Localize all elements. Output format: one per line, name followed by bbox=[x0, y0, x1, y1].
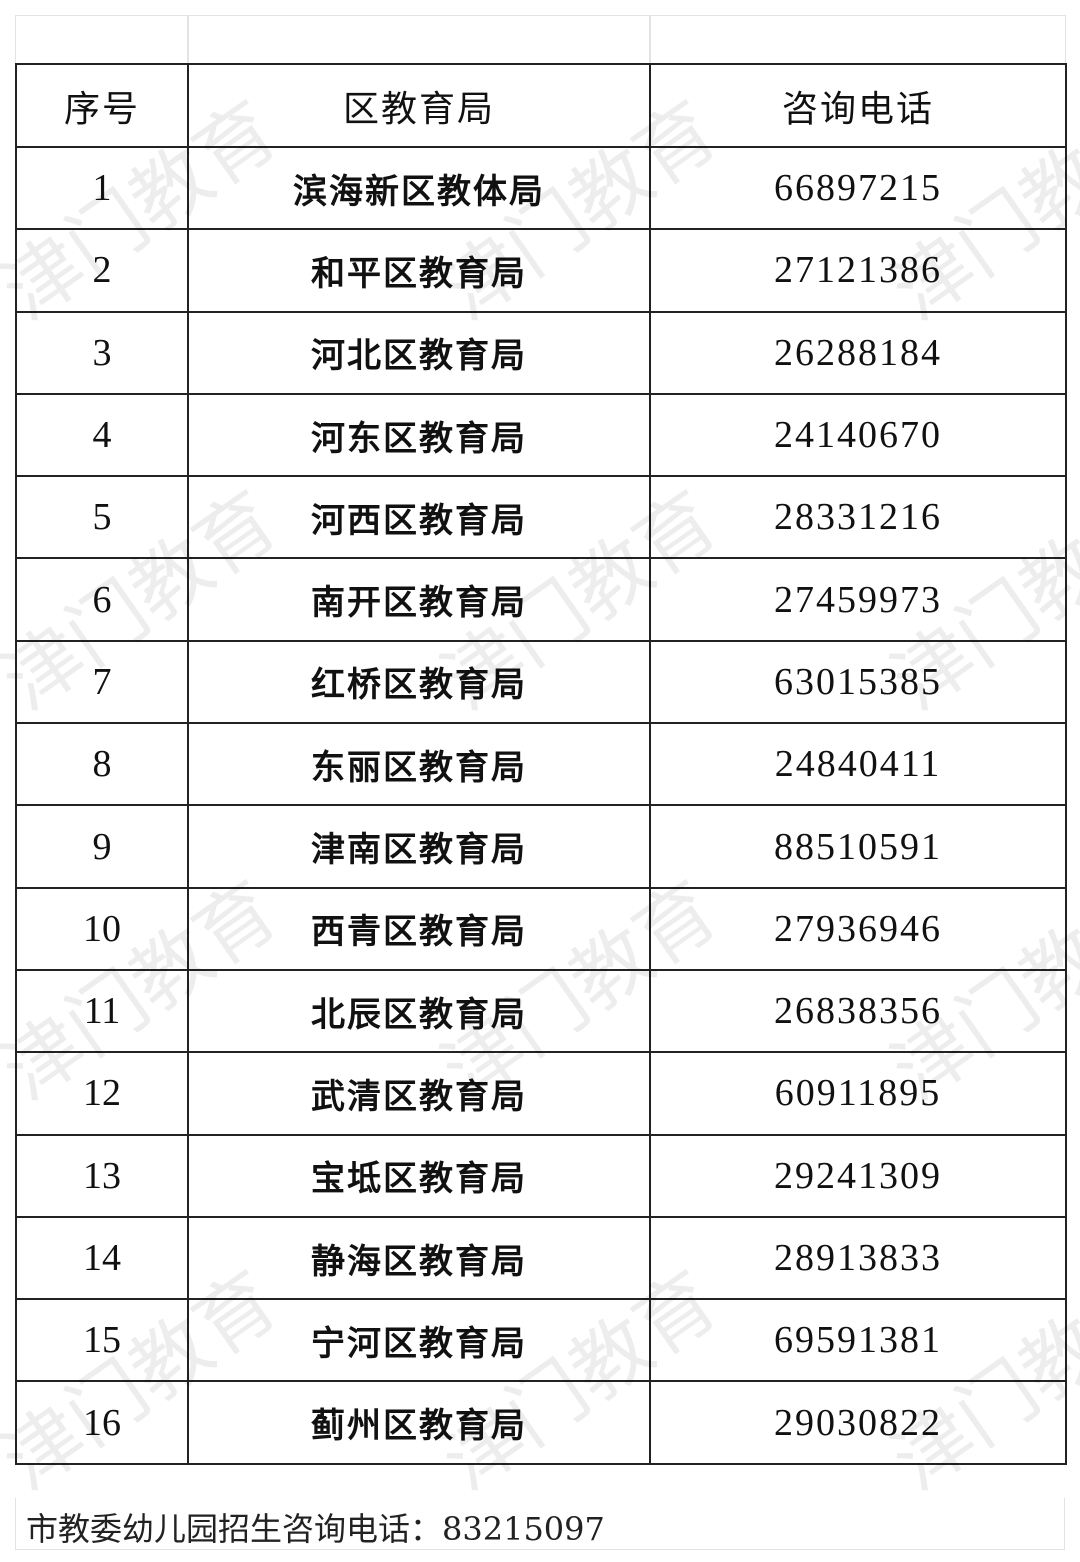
table-row: 8 东丽区教育局 24840411 bbox=[15, 722, 1067, 807]
phone-number: 28913833 bbox=[649, 1215, 1067, 1301]
table-row: 10 西青区教育局 27936946 bbox=[15, 886, 1067, 971]
row-number: 3 bbox=[15, 310, 189, 395]
table-row: 4 河东区教育局 24140670 bbox=[15, 392, 1067, 478]
phone-number: 88510591 bbox=[649, 804, 1067, 889]
phone-number: 24140670 bbox=[649, 392, 1067, 478]
table-row: 14 静海区教育局 28913833 bbox=[15, 1215, 1067, 1301]
row-number: 12 bbox=[15, 1051, 189, 1136]
bureau-name: 蓟州区教育局 bbox=[187, 1380, 651, 1465]
footer-text: 市教委幼儿园招生咨询电话：83215097 bbox=[26, 1510, 605, 1548]
phone-number: 29030822 bbox=[649, 1380, 1067, 1465]
bureau-name: 静海区教育局 bbox=[187, 1215, 651, 1301]
row-number: 2 bbox=[15, 228, 189, 313]
empty-top-cell bbox=[15, 15, 189, 65]
phone-number: 29241309 bbox=[649, 1133, 1067, 1218]
empty-top-cell bbox=[649, 15, 1066, 65]
phone-number: 28331216 bbox=[649, 475, 1067, 560]
bureau-name: 西青区教育局 bbox=[187, 886, 651, 971]
bureau-name: 北辰区教育局 bbox=[187, 968, 651, 1054]
row-number: 15 bbox=[15, 1298, 189, 1383]
row-number: 1 bbox=[15, 145, 189, 231]
bureau-name: 宁河区教育局 bbox=[187, 1298, 651, 1383]
row-number: 11 bbox=[15, 968, 189, 1054]
footer-note: 市教委幼儿园招生咨询电话：83215097 bbox=[15, 1498, 1065, 1550]
phone-number: 26288184 bbox=[649, 310, 1067, 395]
bureau-name: 河西区教育局 bbox=[187, 475, 651, 560]
table-row: 6 南开区教育局 27459973 bbox=[15, 557, 1067, 642]
table-row: 7 红桥区教育局 63015385 bbox=[15, 639, 1067, 725]
row-number: 4 bbox=[15, 392, 189, 478]
table-row: 16 蓟州区教育局 29030822 bbox=[15, 1380, 1067, 1465]
bureau-name: 滨海新区教体局 bbox=[187, 145, 651, 231]
table-row: 13 宝坻区教育局 29241309 bbox=[15, 1133, 1067, 1218]
row-number: 14 bbox=[15, 1215, 189, 1301]
bureau-name: 津南区教育局 bbox=[187, 804, 651, 889]
table-row: 11 北辰区教育局 26838356 bbox=[15, 968, 1067, 1054]
bureau-name: 和平区教育局 bbox=[187, 228, 651, 313]
header-bureau: 区教育局 bbox=[187, 63, 651, 148]
header-row: 序号 区教育局 咨询电话 bbox=[15, 63, 1067, 148]
row-number: 13 bbox=[15, 1133, 189, 1218]
table-row: 5 河西区教育局 28331216 bbox=[15, 475, 1067, 560]
row-number: 10 bbox=[15, 886, 189, 971]
phone-number: 63015385 bbox=[649, 639, 1067, 725]
bureau-name: 红桥区教育局 bbox=[187, 639, 651, 725]
header-no: 序号 bbox=[15, 63, 189, 148]
contact-table: 序号 区教育局 咨询电话 1 滨海新区教体局 66897215 2 和平区教育局 2712… bbox=[15, 63, 1067, 1465]
row-number: 7 bbox=[15, 639, 189, 725]
row-number: 16 bbox=[15, 1380, 189, 1465]
phone-number: 66897215 bbox=[649, 145, 1067, 231]
row-number: 8 bbox=[15, 722, 189, 807]
row-number: 6 bbox=[15, 557, 189, 642]
bureau-name: 武清区教育局 bbox=[187, 1051, 651, 1136]
table-row: 9 津南区教育局 88510591 bbox=[15, 804, 1067, 889]
phone-number: 24840411 bbox=[649, 722, 1067, 807]
bureau-name: 河北区教育局 bbox=[187, 310, 651, 395]
table-row: 3 河北区教育局 26288184 bbox=[15, 310, 1067, 395]
row-number: 9 bbox=[15, 804, 189, 889]
bureau-name: 宝坻区教育局 bbox=[187, 1133, 651, 1218]
phone-number: 60911895 bbox=[649, 1051, 1067, 1136]
bureau-name: 南开区教育局 bbox=[187, 557, 651, 642]
phone-number: 27936946 bbox=[649, 886, 1067, 971]
bureau-name: 东丽区教育局 bbox=[187, 722, 651, 807]
phone-number: 26838356 bbox=[649, 968, 1067, 1054]
table-row: 15 宁河区教育局 69591381 bbox=[15, 1298, 1067, 1383]
empty-top-cell bbox=[187, 15, 651, 65]
header-phone: 咨询电话 bbox=[649, 63, 1067, 148]
row-number: 5 bbox=[15, 475, 189, 560]
phone-number: 27459973 bbox=[649, 557, 1067, 642]
table-row: 12 武清区教育局 60911895 bbox=[15, 1051, 1067, 1136]
table-row: 1 滨海新区教体局 66897215 bbox=[15, 145, 1067, 231]
phone-number: 27121386 bbox=[649, 228, 1067, 313]
table-row: 2 和平区教育局 27121386 bbox=[15, 228, 1067, 313]
bureau-name: 河东区教育局 bbox=[187, 392, 651, 478]
phone-number: 69591381 bbox=[649, 1298, 1067, 1383]
